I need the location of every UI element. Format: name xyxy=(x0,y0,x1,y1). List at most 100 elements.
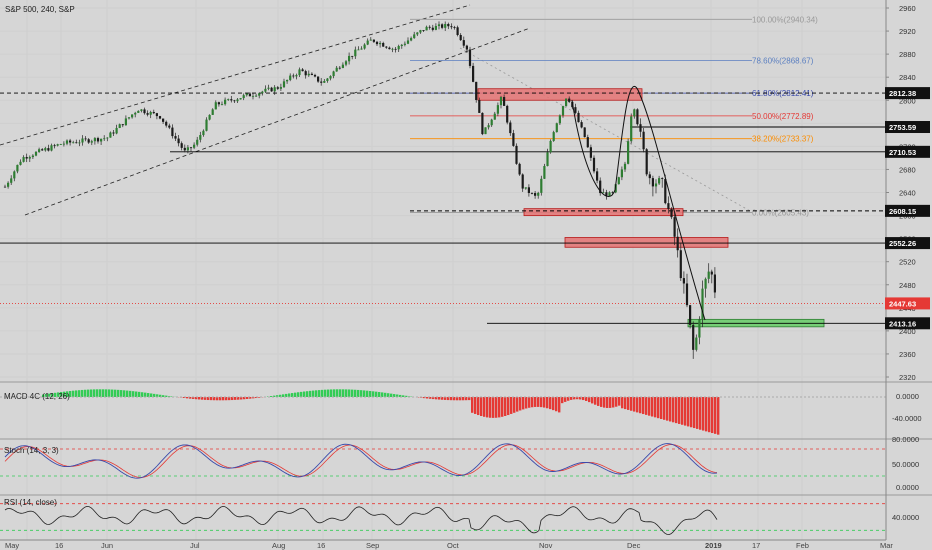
resistance-zone-3 xyxy=(564,237,729,248)
candle-body xyxy=(487,125,490,128)
candle-body xyxy=(472,65,475,82)
candle-body xyxy=(273,87,276,92)
macd-bar xyxy=(597,397,600,406)
macd-bar xyxy=(528,397,531,408)
candle-body xyxy=(320,81,323,83)
candle-body xyxy=(16,164,19,172)
price-tick-label-2: 2880 xyxy=(899,50,916,59)
macd-bar xyxy=(381,392,384,397)
macd-bar xyxy=(123,390,126,397)
macd-bar xyxy=(591,397,594,404)
candle-body xyxy=(103,138,106,140)
candle-body xyxy=(558,115,561,124)
candle-body xyxy=(509,122,512,134)
macd-title: MACD 4C (12, 26) xyxy=(4,392,70,401)
candle-body xyxy=(183,147,186,151)
time-tick-label-3: Jul xyxy=(190,541,200,550)
time-tick-label-9: Dec xyxy=(627,541,641,550)
macd-bar xyxy=(594,397,597,405)
macd-bar xyxy=(333,389,336,397)
candle-body xyxy=(425,26,428,31)
macd-bar xyxy=(612,397,615,408)
macd-bar xyxy=(135,391,138,397)
candle-body xyxy=(484,127,487,135)
candle-body xyxy=(654,183,658,187)
candle-body xyxy=(310,73,313,75)
macd-bar xyxy=(252,397,255,399)
macd-axis-1: -40.0000 xyxy=(892,414,922,423)
candle-body xyxy=(174,136,177,139)
macd-bar xyxy=(498,397,501,418)
macd-bar xyxy=(294,392,297,397)
candle-body xyxy=(478,99,481,113)
candle-body xyxy=(636,109,639,125)
stoch-d-line xyxy=(4,444,718,478)
macd-bar xyxy=(96,389,99,397)
macd-bar xyxy=(654,397,657,418)
stoch-axis-2: 0.0000 xyxy=(896,483,919,492)
candle-body xyxy=(202,130,205,136)
candle-body xyxy=(87,139,90,143)
candle-body xyxy=(462,40,465,46)
candle-body xyxy=(224,99,227,105)
candle-body xyxy=(627,141,630,164)
candle-body xyxy=(332,71,335,77)
macd-bar xyxy=(513,397,516,413)
macd-bar xyxy=(393,394,396,397)
macd-bar xyxy=(708,397,711,433)
stoch-axis-0: 80.0000 xyxy=(892,435,919,444)
macd-bar xyxy=(477,397,480,416)
macd-bar xyxy=(222,397,225,401)
candle-body xyxy=(301,69,304,72)
level-badge-label-1: 2753.59 xyxy=(889,123,916,132)
price-tick-label-12: 2480 xyxy=(899,281,916,290)
macd-bar xyxy=(228,397,231,401)
candle-body xyxy=(236,99,239,102)
candle-body xyxy=(69,140,72,143)
macd-bar xyxy=(213,397,216,401)
fib-label-3: 50.00%(2772.89) xyxy=(752,112,814,121)
macd-bar xyxy=(210,397,213,401)
candle-body xyxy=(286,79,289,82)
level-badge-label-2: 2710.53 xyxy=(889,148,916,157)
macd-bar xyxy=(423,397,426,399)
candle-body xyxy=(168,125,171,128)
macd-bar xyxy=(144,392,147,397)
macd-bar xyxy=(72,390,75,397)
macd-bar xyxy=(189,397,192,399)
macd-bar xyxy=(102,389,105,397)
time-tick-label-2: Jun xyxy=(101,541,113,550)
macd-bar xyxy=(492,397,495,418)
price-tick-label-14: 2400 xyxy=(899,327,916,336)
level-badge-label-5: 2447.63 xyxy=(889,299,916,308)
candle-body xyxy=(605,192,608,197)
macd-bar xyxy=(663,397,666,420)
macd-bar xyxy=(717,397,720,435)
macd-bar xyxy=(444,397,447,400)
candle-body xyxy=(146,113,149,115)
candle-body xyxy=(394,48,397,50)
candle-body xyxy=(258,93,261,96)
macd-bar xyxy=(90,389,93,397)
macd-bar xyxy=(354,389,357,397)
candle-body xyxy=(701,288,704,320)
macd-bar xyxy=(303,391,306,397)
macd-bar xyxy=(87,389,90,397)
price-tick-label-4: 2800 xyxy=(899,96,916,105)
chart-title: S&P 500, 240, S&P xyxy=(5,5,75,14)
candle-body xyxy=(577,112,580,123)
macd-bar xyxy=(183,397,186,399)
macd-bar xyxy=(486,397,489,418)
candle-body xyxy=(431,27,434,30)
level-badge-3 xyxy=(885,204,930,217)
macd-bar xyxy=(429,397,432,399)
candle-body xyxy=(602,192,605,194)
macd-bar xyxy=(309,390,312,397)
candle-body xyxy=(434,26,437,30)
level-badge-label-4: 2552.26 xyxy=(889,239,916,248)
curve-annotation xyxy=(571,85,706,321)
candle-body xyxy=(422,30,425,31)
macd-bar xyxy=(249,397,252,399)
macd-bar xyxy=(696,397,699,429)
candle-body xyxy=(676,236,679,251)
